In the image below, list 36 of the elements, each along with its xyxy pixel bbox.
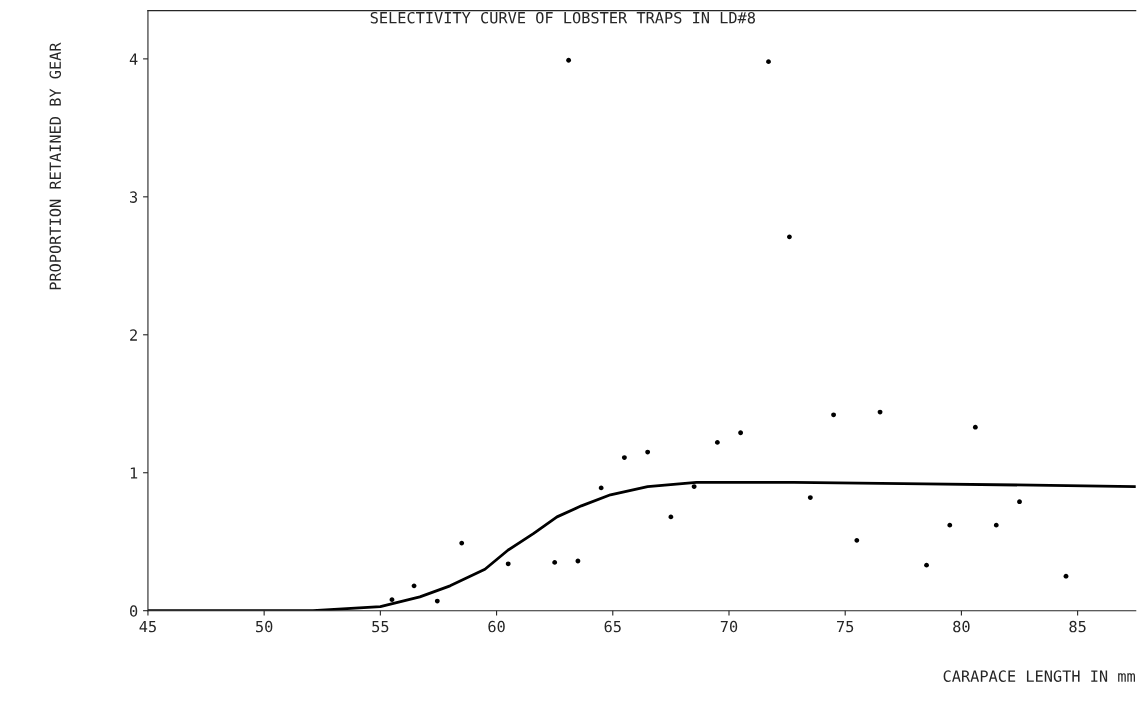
chart-title: SELECTIVITY CURVE OF LOBSTER TRAPS IN LD#8 xyxy=(370,11,755,24)
x-tick-label: 65 xyxy=(604,620,621,633)
x-tick-label: 60 xyxy=(488,620,505,633)
point xyxy=(807,495,813,500)
x-tick-label: 75 xyxy=(837,620,854,633)
point xyxy=(947,522,953,528)
point xyxy=(714,439,720,445)
point xyxy=(738,430,744,436)
x-tick-label: 55 xyxy=(372,620,389,633)
x-tick-label: 45 xyxy=(139,620,156,633)
point xyxy=(621,455,627,460)
point xyxy=(566,57,572,63)
point xyxy=(505,561,511,567)
x-axis-title: CARAPACE LENGTH IN mm xyxy=(943,670,1135,682)
x-tick-label: 85 xyxy=(1069,620,1086,633)
point xyxy=(691,484,697,489)
point xyxy=(434,598,440,604)
point xyxy=(459,540,465,546)
point xyxy=(972,424,978,430)
point xyxy=(993,522,999,528)
y-axis-title: PROPORTION RETAINED BY GEAR xyxy=(49,42,62,290)
y-tick-label: 2 xyxy=(130,329,137,341)
point xyxy=(1017,499,1022,505)
x-tick-label: 80 xyxy=(953,620,970,633)
y-tick-label: 1 xyxy=(130,467,138,479)
y-tick-label: 3 xyxy=(130,191,138,203)
point xyxy=(787,234,792,240)
y-tick-label: 0 xyxy=(130,605,138,617)
x-tick-label: 70 xyxy=(720,620,738,633)
point xyxy=(766,59,771,65)
point xyxy=(924,562,929,568)
x-tick-label: 50 xyxy=(256,620,273,633)
y-tick-label: 4 xyxy=(129,53,138,65)
point xyxy=(854,537,860,543)
point xyxy=(552,560,558,565)
point xyxy=(831,412,836,418)
